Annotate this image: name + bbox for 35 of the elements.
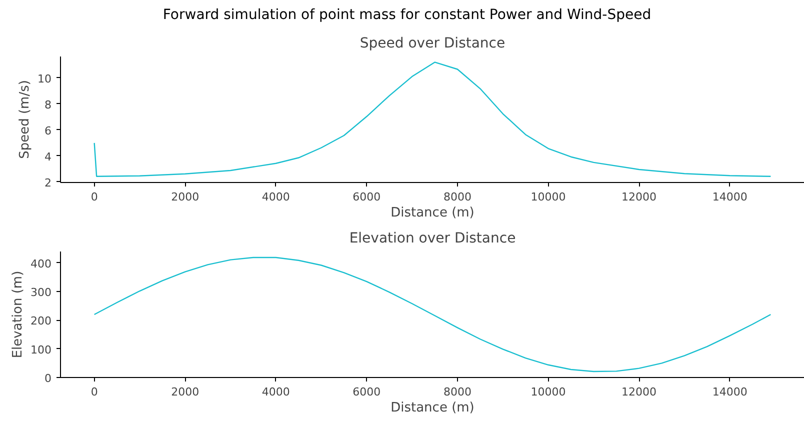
x-tick-label: 8000 bbox=[443, 386, 472, 398]
x-tick-label: 14000 bbox=[712, 190, 748, 204]
y-axis-title: Speed (m/s) bbox=[18, 80, 33, 159]
x-tick-label: 0 bbox=[90, 386, 98, 398]
y-tick-label: 4 bbox=[44, 150, 52, 164]
x-axis-title: Distance (m) bbox=[390, 400, 474, 416]
x-tick-label: 12000 bbox=[622, 386, 657, 398]
line-series bbox=[94, 62, 772, 177]
x-tick-label: 4000 bbox=[262, 190, 290, 204]
x-tick-label: 6000 bbox=[352, 190, 381, 204]
x-tick-label: 8000 bbox=[443, 190, 472, 204]
x-tick-label: 2000 bbox=[171, 386, 200, 398]
y-tick-label: 2 bbox=[44, 176, 52, 190]
x-tick-label: 0 bbox=[90, 190, 98, 204]
x-tick-label: 10000 bbox=[530, 190, 566, 204]
x-tick-label: 6000 bbox=[352, 386, 381, 398]
line-series bbox=[94, 256, 772, 372]
x-tick-label: 2000 bbox=[171, 190, 200, 204]
x-tick-label: 10000 bbox=[530, 386, 566, 398]
chart-title: Elevation over Distance bbox=[349, 230, 516, 246]
y-tick-label: 0 bbox=[44, 372, 52, 385]
y-tick-label: 200 bbox=[30, 314, 52, 328]
y-tick-label: 6 bbox=[44, 124, 52, 138]
x-tick-label: 4000 bbox=[262, 386, 290, 398]
chart-title: Speed over Distance bbox=[360, 36, 506, 52]
y-tick-label: 300 bbox=[30, 286, 52, 300]
y-axis-title: Elevation (m) bbox=[10, 270, 26, 358]
y-tick-label: 10 bbox=[38, 72, 52, 86]
x-tick-label: 12000 bbox=[622, 190, 657, 204]
x-tick-label: 14000 bbox=[712, 386, 748, 398]
x-axis-title: Distance (m) bbox=[390, 206, 474, 220]
text: Forward simulation of point mass for constant Power and Wind-Speed bbox=[162, 6, 652, 25]
y-tick-label: 8 bbox=[44, 98, 52, 112]
y-tick-label: 400 bbox=[30, 257, 52, 270]
y-tick-label: 100 bbox=[30, 343, 52, 356]
